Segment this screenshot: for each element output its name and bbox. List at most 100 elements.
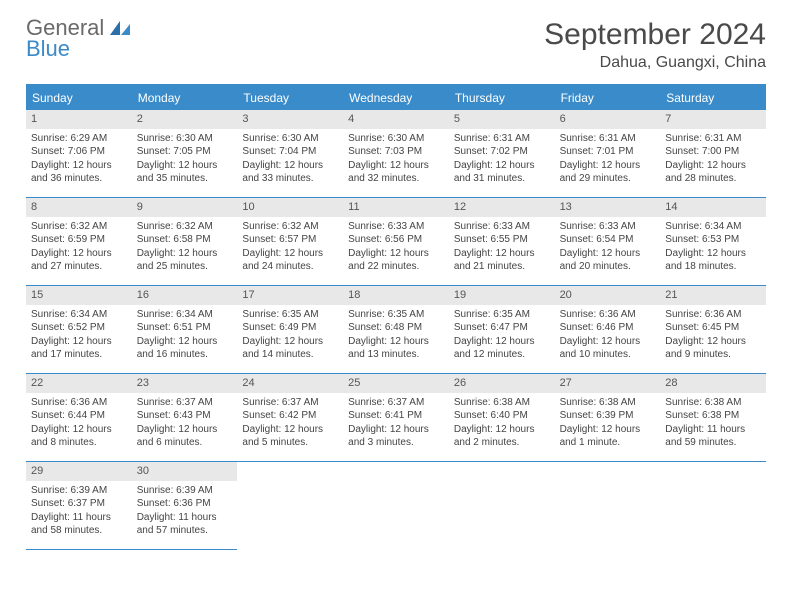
sunrise-line: Sunrise: 6:36 AM [31, 396, 127, 410]
empty-cell: . [449, 462, 555, 550]
cell-body: Sunrise: 6:31 AMSunset: 7:02 PMDaylight:… [449, 129, 555, 192]
day-number: 16 [132, 286, 238, 305]
day-number: 3 [237, 110, 343, 129]
cell-body: Sunrise: 6:37 AMSunset: 6:41 PMDaylight:… [343, 393, 449, 456]
sunrise-line: Sunrise: 6:38 AM [454, 396, 550, 410]
sunset-line: Sunset: 6:37 PM [31, 497, 127, 511]
day-number: 13 [555, 198, 661, 217]
day-number: 6 [555, 110, 661, 129]
cell-body: Sunrise: 6:38 AMSunset: 6:40 PMDaylight:… [449, 393, 555, 456]
sunset-line: Sunset: 7:00 PM [665, 145, 761, 159]
cell-body: Sunrise: 6:33 AMSunset: 6:56 PMDaylight:… [343, 217, 449, 280]
cell-body: Sunrise: 6:36 AMSunset: 6:44 PMDaylight:… [26, 393, 132, 456]
sunrise-line: Sunrise: 6:35 AM [242, 308, 338, 322]
calendar-cell: 27Sunrise: 6:38 AMSunset: 6:39 PMDayligh… [555, 374, 661, 462]
empty-cell: . [555, 462, 661, 550]
calendar-cell: 1Sunrise: 6:29 AMSunset: 7:06 PMDaylight… [26, 110, 132, 198]
sunrise-line: Sunrise: 6:34 AM [31, 308, 127, 322]
sunrise-line: Sunrise: 6:36 AM [665, 308, 761, 322]
daylight-line: Daylight: 12 hours and 3 minutes. [348, 423, 444, 450]
calendar-cell: 22Sunrise: 6:36 AMSunset: 6:44 PMDayligh… [26, 374, 132, 462]
daylight-line: Daylight: 12 hours and 28 minutes. [665, 159, 761, 186]
cell-body: Sunrise: 6:34 AMSunset: 6:53 PMDaylight:… [660, 217, 766, 280]
sunrise-line: Sunrise: 6:30 AM [348, 132, 444, 146]
sunrise-line: Sunrise: 6:30 AM [137, 132, 233, 146]
sunrise-line: Sunrise: 6:33 AM [454, 220, 550, 234]
day-number: 27 [555, 374, 661, 393]
sunset-line: Sunset: 7:01 PM [560, 145, 656, 159]
calendar-cell: 20Sunrise: 6:36 AMSunset: 6:46 PMDayligh… [555, 286, 661, 374]
sunrise-line: Sunrise: 6:36 AM [560, 308, 656, 322]
sunset-line: Sunset: 6:44 PM [31, 409, 127, 423]
calendar-cell: 24Sunrise: 6:37 AMSunset: 6:42 PMDayligh… [237, 374, 343, 462]
calendar-cell: 13Sunrise: 6:33 AMSunset: 6:54 PMDayligh… [555, 198, 661, 286]
sunset-line: Sunset: 7:05 PM [137, 145, 233, 159]
day-number: 24 [237, 374, 343, 393]
day-number: 21 [660, 286, 766, 305]
daylight-line: Daylight: 12 hours and 31 minutes. [454, 159, 550, 186]
sunset-line: Sunset: 6:57 PM [242, 233, 338, 247]
daylight-line: Daylight: 11 hours and 58 minutes. [31, 511, 127, 538]
daylight-line: Daylight: 12 hours and 1 minute. [560, 423, 656, 450]
calendar-cell: 21Sunrise: 6:36 AMSunset: 6:45 PMDayligh… [660, 286, 766, 374]
calendar-cell: 28Sunrise: 6:38 AMSunset: 6:38 PMDayligh… [660, 374, 766, 462]
sunset-line: Sunset: 6:49 PM [242, 321, 338, 335]
sunrise-line: Sunrise: 6:34 AM [665, 220, 761, 234]
sunset-line: Sunset: 7:04 PM [242, 145, 338, 159]
daylight-line: Daylight: 12 hours and 17 minutes. [31, 335, 127, 362]
daylight-line: Daylight: 12 hours and 32 minutes. [348, 159, 444, 186]
sunrise-line: Sunrise: 6:38 AM [560, 396, 656, 410]
sunset-line: Sunset: 6:41 PM [348, 409, 444, 423]
empty-cell: . [237, 462, 343, 550]
daylight-line: Daylight: 12 hours and 13 minutes. [348, 335, 444, 362]
sunset-line: Sunset: 6:38 PM [665, 409, 761, 423]
sunrise-line: Sunrise: 6:33 AM [348, 220, 444, 234]
sunrise-line: Sunrise: 6:39 AM [31, 484, 127, 498]
sunset-line: Sunset: 6:54 PM [560, 233, 656, 247]
day-header: Monday [132, 86, 238, 110]
daylight-line: Daylight: 12 hours and 21 minutes. [454, 247, 550, 274]
day-header: Saturday [660, 86, 766, 110]
sunset-line: Sunset: 6:47 PM [454, 321, 550, 335]
daylight-line: Daylight: 12 hours and 16 minutes. [137, 335, 233, 362]
sunrise-line: Sunrise: 6:32 AM [137, 220, 233, 234]
day-number: 18 [343, 286, 449, 305]
daylight-line: Daylight: 12 hours and 24 minutes. [242, 247, 338, 274]
day-header: Wednesday [343, 86, 449, 110]
sunrise-line: Sunrise: 6:38 AM [665, 396, 761, 410]
cell-body: Sunrise: 6:32 AMSunset: 6:57 PMDaylight:… [237, 217, 343, 280]
daylight-line: Daylight: 12 hours and 6 minutes. [137, 423, 233, 450]
header: General Blue September 2024 Dahua, Guang… [26, 18, 766, 72]
cell-body: Sunrise: 6:34 AMSunset: 6:51 PMDaylight:… [132, 305, 238, 368]
day-number: 28 [660, 374, 766, 393]
day-number: 23 [132, 374, 238, 393]
sunrise-line: Sunrise: 6:31 AM [454, 132, 550, 146]
sunset-line: Sunset: 6:36 PM [137, 497, 233, 511]
day-number: 5 [449, 110, 555, 129]
cell-body: Sunrise: 6:34 AMSunset: 6:52 PMDaylight:… [26, 305, 132, 368]
day-number: 7 [660, 110, 766, 129]
sunset-line: Sunset: 6:40 PM [454, 409, 550, 423]
day-header: Friday [555, 86, 661, 110]
calendar-cell: 14Sunrise: 6:34 AMSunset: 6:53 PMDayligh… [660, 198, 766, 286]
cell-body: Sunrise: 6:36 AMSunset: 6:46 PMDaylight:… [555, 305, 661, 368]
sunrise-line: Sunrise: 6:30 AM [242, 132, 338, 146]
daylight-line: Daylight: 12 hours and 12 minutes. [454, 335, 550, 362]
sunset-line: Sunset: 6:42 PM [242, 409, 338, 423]
cell-body: Sunrise: 6:37 AMSunset: 6:43 PMDaylight:… [132, 393, 238, 456]
cell-body: Sunrise: 6:30 AMSunset: 7:03 PMDaylight:… [343, 129, 449, 192]
calendar-cell: 16Sunrise: 6:34 AMSunset: 6:51 PMDayligh… [132, 286, 238, 374]
cell-body: Sunrise: 6:29 AMSunset: 7:06 PMDaylight:… [26, 129, 132, 192]
day-header: Thursday [449, 86, 555, 110]
cell-body: Sunrise: 6:30 AMSunset: 7:05 PMDaylight:… [132, 129, 238, 192]
sunrise-line: Sunrise: 6:32 AM [31, 220, 127, 234]
sunrise-line: Sunrise: 6:32 AM [242, 220, 338, 234]
daylight-line: Daylight: 12 hours and 36 minutes. [31, 159, 127, 186]
sunrise-line: Sunrise: 6:37 AM [137, 396, 233, 410]
day-number: 2 [132, 110, 238, 129]
day-header: Tuesday [237, 86, 343, 110]
cell-body: Sunrise: 6:35 AMSunset: 6:48 PMDaylight:… [343, 305, 449, 368]
sunset-line: Sunset: 6:45 PM [665, 321, 761, 335]
cell-body: Sunrise: 6:33 AMSunset: 6:54 PMDaylight:… [555, 217, 661, 280]
day-number: 8 [26, 198, 132, 217]
